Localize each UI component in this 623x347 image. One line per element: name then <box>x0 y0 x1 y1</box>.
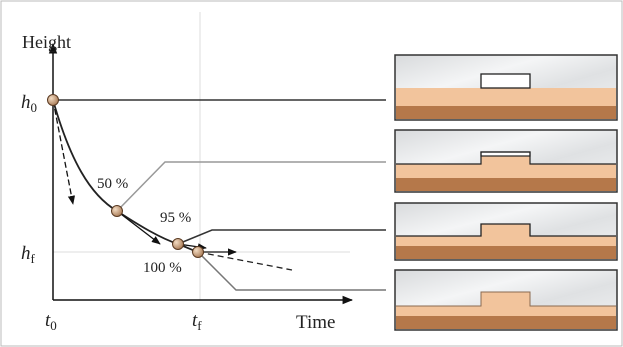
point <box>48 95 59 106</box>
subscript: 0 <box>31 100 38 115</box>
point-label: 100 % <box>143 260 182 276</box>
t0-label: t0 <box>45 310 57 333</box>
tangent <box>53 100 73 204</box>
leader <box>117 162 386 211</box>
tf-label: tf <box>192 310 202 333</box>
leader <box>178 230 386 244</box>
dashed-extension <box>198 252 292 270</box>
subscript: f <box>197 318 202 333</box>
diagram: Height Time h0 hf t0 tf 50 % 95 % 100 % <box>0 0 623 347</box>
stage-panel <box>395 55 617 120</box>
page: Height Time h0 hf t0 tf 50 % 95 % 100 % … <box>0 0 623 347</box>
subscript: 0 <box>50 318 57 333</box>
stage-panel <box>395 270 617 330</box>
subscript: f <box>31 251 36 266</box>
point <box>193 247 204 258</box>
point <box>173 239 184 250</box>
hf-label: hf <box>21 243 36 266</box>
stage-panel <box>395 203 617 260</box>
point <box>112 206 123 217</box>
symbol: h <box>21 243 31 264</box>
x-axis-label: Time <box>296 312 335 333</box>
symbol: h <box>21 92 31 113</box>
tangent <box>117 211 160 244</box>
point-label: 95 % <box>160 210 191 226</box>
leader <box>198 252 386 290</box>
y-axis-label: Height <box>22 32 71 52</box>
h0-label: h0 <box>21 92 37 115</box>
stage-panel <box>395 130 617 192</box>
point-label: 50 % <box>97 176 128 192</box>
